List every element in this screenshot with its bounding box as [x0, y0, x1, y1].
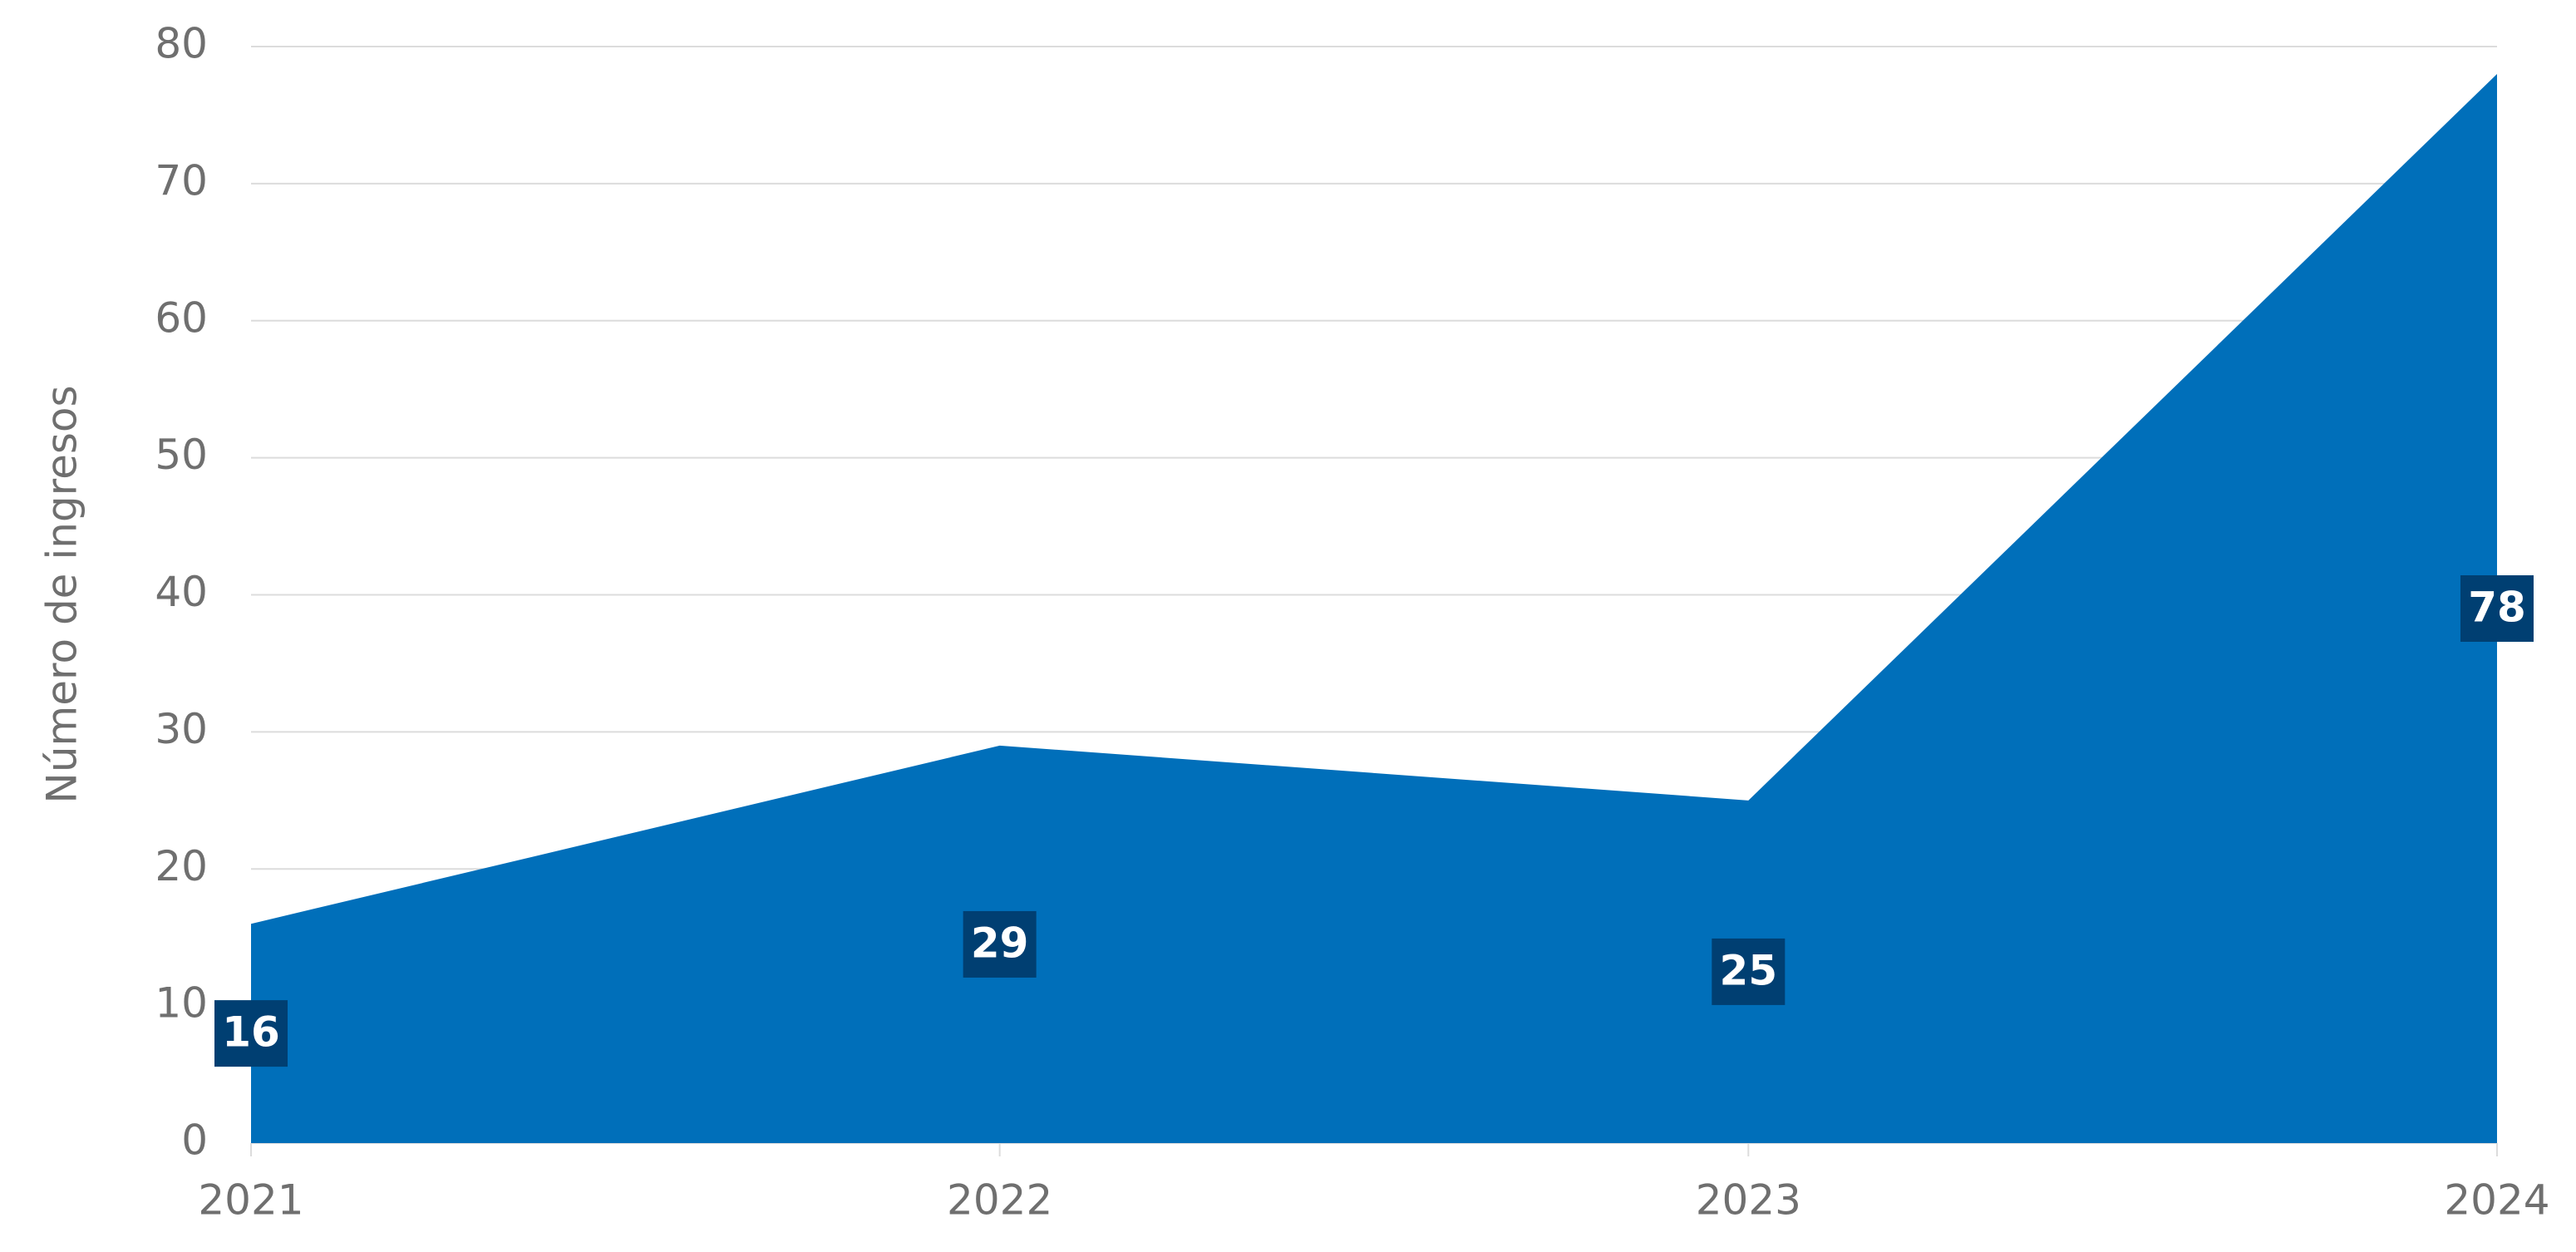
x-tick-label: 2022: [947, 1176, 1052, 1225]
value-label: 29: [971, 919, 1029, 967]
x-tick-label: 2023: [1696, 1176, 1801, 1225]
y-tick-label: 20: [155, 842, 208, 890]
area: [251, 73, 2497, 1144]
y-tick-label: 40: [155, 568, 208, 616]
value-label: 25: [1720, 946, 1778, 994]
y-tick-label: 50: [155, 431, 208, 479]
x-tick-label: 2024: [2444, 1176, 2549, 1225]
y-tick-label: 0: [181, 1116, 208, 1165]
x-tick-label: 2021: [198, 1176, 303, 1225]
y-tick-label: 70: [155, 156, 208, 205]
value-label-box: [1712, 938, 1785, 1005]
value-label-box: [214, 1000, 288, 1067]
y-axis-label: Número de ingresos: [38, 385, 86, 803]
y-tick-label: 30: [155, 705, 208, 753]
value-label: 16: [222, 1008, 280, 1057]
y-tick-label: 60: [155, 293, 208, 342]
y-tick-label: 80: [155, 20, 208, 68]
value-label: 78: [2468, 583, 2526, 631]
value-label-box: [2460, 574, 2534, 642]
value-label-box: [963, 910, 1037, 978]
y-tick-label: 10: [155, 979, 208, 1028]
